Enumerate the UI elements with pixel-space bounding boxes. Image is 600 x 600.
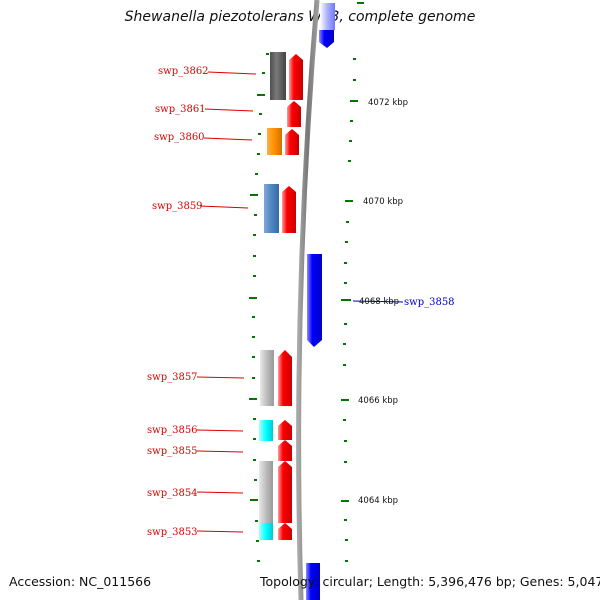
gene-label-swp-3856[interactable]: swp_3856: [147, 425, 198, 436]
accession-text: Accession: NC_011566: [9, 574, 152, 589]
gene-arrow-swp-3859[interactable]: [282, 186, 296, 233]
gene-arrow-swp-3858[interactable]: [307, 254, 322, 347]
gene-label-swp-3853[interactable]: swp_3853: [147, 527, 198, 538]
gene-label-swp-3858[interactable]: swp_3858: [404, 297, 455, 308]
genome-title: Shewanella piezotolerans WP3, complete g…: [124, 9, 476, 25]
gene-arrow-swp-3856[interactable]: [278, 420, 292, 440]
gene-label-swp-3862[interactable]: swp_3862: [158, 66, 209, 77]
inner-ticks: [249, 53, 269, 562]
gene-arrow-swp-3862[interactable]: [289, 54, 303, 100]
kbp-label-4070: 4070 kbp: [363, 197, 403, 207]
cog-blocks: [259, 52, 286, 540]
kbp-label-4064: 4064 kbp: [358, 496, 398, 506]
reverse-strand-genes[interactable]: [306, 3, 335, 600]
gene-arrow-top-partial[interactable]: [320, 3, 335, 30]
gene-label-swp-3855[interactable]: swp_3855: [147, 446, 198, 457]
gene-arrow-swp-3854[interactable]: [278, 461, 292, 523]
gene-arrow-top-partial-tip[interactable]: [319, 30, 334, 48]
outer-ticks: [341, 2, 364, 562]
gene-arrow-swp-3857[interactable]: [278, 350, 292, 406]
genome-stats-text: Topology: circular; Length: 5,396,476 bp…: [260, 574, 600, 589]
kbp-label-4066: 4066 kbp: [358, 396, 398, 406]
gene-arrow-swp-3855[interactable]: [278, 440, 292, 461]
gene-label-swp-3854[interactable]: swp_3854: [147, 488, 198, 499]
gene-arrow-bottom-partial[interactable]: [306, 563, 320, 600]
gene-label-swp-3859[interactable]: swp_3859: [152, 201, 203, 212]
gene-label-swp-3857[interactable]: swp_3857: [147, 372, 198, 383]
forward-strand-genes[interactable]: [278, 54, 303, 540]
gene-label-swp-3860[interactable]: swp_3860: [154, 132, 205, 143]
kbp-label-4072: 4072 kbp: [368, 98, 408, 108]
gene-arrow-swp-3853[interactable]: [278, 523, 292, 540]
gene-labels: swp_3862 swp_3861 swp_3860 swp_3859 swp_…: [147, 66, 455, 538]
gene-label-swp-3861[interactable]: swp_3861: [155, 104, 206, 115]
gene-arrow-swp-3861[interactable]: [287, 101, 301, 127]
gene-arrow-swp-3860[interactable]: [285, 129, 299, 155]
genome-backbone: [296, 0, 320, 600]
